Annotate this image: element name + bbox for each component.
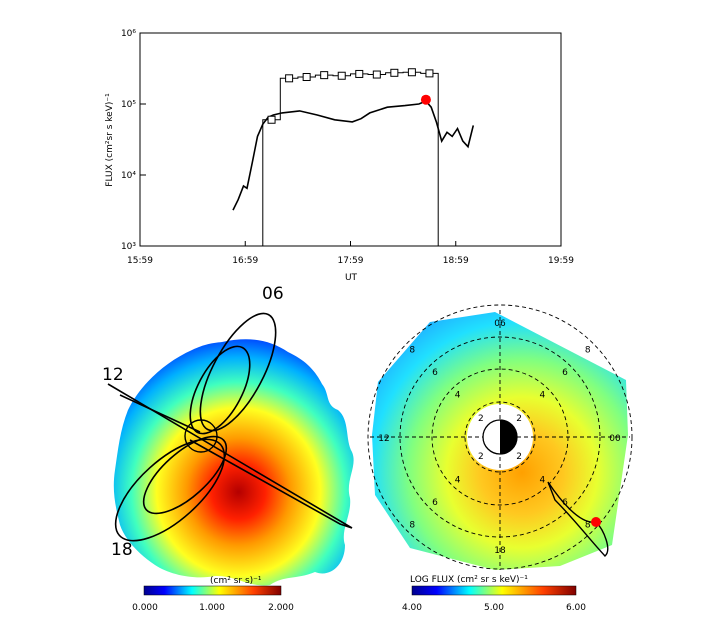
ring-label-6-2: 6	[432, 498, 438, 508]
colorbar-tick-2: 2.000	[268, 603, 294, 613]
plot-frame	[139, 32, 562, 247]
label-top: 06	[494, 319, 506, 329]
right-polar-flux-map: 06 12 18 00 2 2 2 2 4 4 4 4 6 6 6 6 8 8 8 8 LOG FLUX (c…	[367, 304, 633, 613]
colorbar-title: LOG FLUX (cm² sr s keV)⁻¹	[410, 575, 528, 585]
y-tick-label-2: 10⁵	[121, 100, 136, 110]
y-tick-label-0: 10³	[121, 242, 136, 252]
ring-label-2-2: 2	[478, 452, 484, 462]
y-tick-label-1: 10⁴	[121, 171, 136, 181]
x-tick-label-4: 19:59	[548, 256, 574, 266]
colorbar	[143, 585, 282, 596]
histogram-marker	[425, 69, 434, 78]
histogram-marker	[372, 70, 381, 79]
ring-label-6-3: 6	[562, 498, 568, 508]
ring-label-8-1: 8	[585, 345, 591, 355]
ring-label-4-0: 4	[455, 391, 461, 401]
trajectory-line	[547, 481, 609, 557]
histogram-marker	[267, 115, 276, 124]
histogram-line	[245, 71, 456, 247]
ring-label-4-2: 4	[455, 475, 461, 485]
label-bottom: 18	[494, 546, 506, 556]
colorbar	[411, 585, 577, 596]
ring-label-8-0: 8	[409, 345, 415, 355]
colorbar-tick-1: 1.000	[199, 603, 225, 613]
ring-label-6-1: 6	[562, 368, 568, 378]
label-right: 00	[609, 434, 621, 444]
ring-label-4-1: 4	[540, 391, 546, 401]
ring-labels: 2 2 2 2 4 4 4 4 6 6 6 6 8 8 8 8	[409, 345, 590, 530]
histogram-marker	[285, 74, 294, 83]
colorbar-title: (cm² sr s)⁻¹	[210, 576, 262, 586]
histogram-marker	[337, 71, 346, 80]
trajectory-lines	[107, 312, 353, 542]
x-tick-label-0: 15:59	[127, 256, 153, 266]
histogram-marker	[355, 69, 364, 78]
highlight-point	[420, 94, 431, 105]
histogram-marker	[407, 68, 416, 77]
histogram-marker	[302, 73, 311, 82]
histogram-marker	[320, 71, 329, 80]
ring-label-6-0: 6	[432, 368, 438, 378]
y-axis-label: FLUX (cm²sr s keV)⁻¹	[105, 93, 115, 187]
ring-label-2-0: 2	[478, 414, 484, 424]
x-axis-ticks: 15:59 16:59 17:59 18:59 19:59	[127, 241, 574, 266]
series-line	[232, 100, 475, 211]
label-left: 12	[378, 434, 389, 444]
flux-blob	[113, 339, 354, 586]
x-tick-label-1: 16:59	[232, 256, 258, 266]
highlight-point	[591, 517, 601, 527]
left-flux-map: 06 12 18 (cm² sr s)⁻¹ 0.000 1.000 2.000	[102, 284, 354, 613]
colorbar-tick-2: 6.00	[566, 603, 586, 613]
ring-label-4-3: 4	[540, 475, 546, 485]
y-axis-ticks: 10³ 10⁴ 10⁵ 10⁶	[121, 29, 146, 252]
ring-label-8-3: 8	[585, 521, 591, 531]
data-series	[232, 68, 475, 247]
y-tick-label-3: 10⁶	[121, 29, 136, 39]
label-left: 12	[102, 365, 124, 385]
earth-night-side	[500, 420, 517, 454]
x-axis-label: UT	[345, 273, 358, 283]
histogram-marker	[390, 68, 399, 77]
colorbar-tick-1: 5.00	[484, 603, 504, 613]
colorbar-tick-0: 4.00	[402, 603, 422, 613]
x-tick-label-3: 18:59	[443, 256, 469, 266]
ring-label-8-2: 8	[409, 521, 415, 531]
flux-time-series-plot: 15:59 16:59 17:59 18:59 19:59 10³ 10⁴ 10⁵ 10⁶ U…	[105, 29, 574, 283]
label-top: 06	[262, 284, 284, 304]
x-tick-label-2: 17:59	[338, 256, 364, 266]
ring-label-2-3: 2	[516, 452, 522, 462]
label-bottom: 18	[111, 540, 133, 560]
ring-label-2-1: 2	[516, 414, 522, 424]
colorbar-tick-0: 0.000	[132, 603, 158, 613]
earth-disk	[184, 419, 218, 453]
